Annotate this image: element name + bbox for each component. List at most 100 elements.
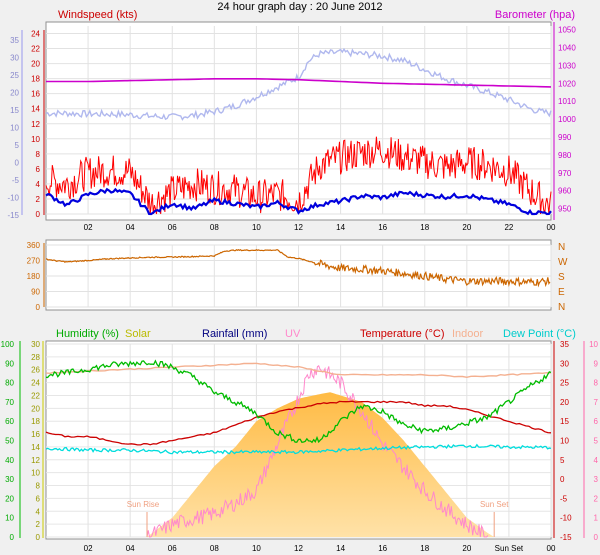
chart-title: 24 hour graph day : 20 June 2012 [217, 1, 382, 13]
x-tick-label: 16 [378, 223, 387, 232]
solar-tick-label: 4 [36, 507, 41, 516]
x-tick-label: 04 [126, 223, 135, 232]
windspeed-tick-label: 10 [31, 135, 40, 144]
windspeed-tick-label: 16 [31, 90, 40, 99]
x-tick-label: 04 [126, 544, 135, 553]
outer-scale-tick-label: 10 [10, 124, 19, 133]
uv-tick-label: 2 [594, 494, 599, 503]
legend-label: Humidity (%) [56, 328, 119, 340]
x-tick-label: 10 [252, 223, 261, 232]
x-tick-label: 20 [462, 223, 471, 232]
windspeed-tick-label: 0 [36, 210, 41, 219]
barometer-tick-label: 1010 [558, 97, 576, 106]
windspeed-tick-label: 14 [31, 105, 40, 114]
x-tick-label: 16 [378, 544, 387, 553]
solar-area [147, 392, 495, 537]
uv-line [146, 365, 489, 538]
windspeed-label: Windspeed (kts) [58, 9, 137, 21]
wind-direction-line [45, 248, 551, 288]
outer-scale-tick-label: -10 [7, 194, 19, 203]
dew-point-line [45, 443, 552, 455]
solar-tick-label: 0 [36, 533, 41, 542]
temperature-tick-label: 15 [560, 417, 569, 426]
wind-direction-series [45, 248, 551, 288]
solar-tick-label: 22 [31, 391, 40, 400]
outer-scale-tick-label: 25 [10, 71, 19, 80]
wind-average-line [45, 187, 552, 216]
solar-tick-label: 10 [31, 469, 40, 478]
barometer-tick-label: 950 [558, 205, 572, 214]
compass-tick-label: N [558, 242, 565, 253]
x-tick-label: 18 [420, 223, 429, 232]
x-tick-label: 08 [210, 544, 219, 553]
barometer-tick-label: 970 [558, 169, 572, 178]
indoor-temperature-line [45, 362, 552, 379]
sunrise-label: Sun Rise [127, 500, 160, 509]
temperature-line [45, 400, 552, 446]
solar-tick-label: 18 [31, 417, 40, 426]
uv-tick-label: 8 [594, 379, 599, 388]
humidity-tick-label: 30 [5, 475, 14, 484]
direction-tick-label: 270 [27, 257, 41, 266]
windspeed-tick-label: 20 [31, 60, 40, 69]
temperature-tick-label: 20 [560, 398, 569, 407]
x-tick-label: 06 [168, 544, 177, 553]
windspeed-tick-label: 18 [31, 75, 40, 84]
direction-tick-label: 180 [27, 272, 41, 281]
humidity-tick-label: 90 [5, 359, 14, 368]
x-tick-label: 06 [168, 223, 177, 232]
compass-tick-label: E [558, 287, 565, 298]
humidity-temp-legend: Humidity (%) Solar Rainfall (mm) UV Temperat… [56, 328, 576, 340]
temperature-tick-label: 30 [560, 359, 569, 368]
humidity-temp-tick-labels: 1009080706050403020100302826242220181614… [1, 340, 599, 553]
solar-tick-label: 26 [31, 366, 40, 375]
outer-scale-tick-label: -15 [7, 211, 19, 220]
x-tick-label: 02 [84, 544, 93, 553]
humidity-tick-label: 60 [5, 417, 14, 426]
outer-scale-tick-label: -5 [12, 176, 20, 185]
barometer-line [46, 78, 552, 88]
barometer-tick-label: 1000 [558, 115, 576, 124]
temperature-tick-label: -15 [560, 533, 572, 542]
outer-scale-tick-label: 5 [15, 141, 20, 150]
x-tick-label: 12 [294, 544, 303, 553]
wind-direction-gridlines [46, 244, 552, 308]
humidity-line [45, 359, 552, 444]
outer-scale-tick-label: 0 [15, 159, 20, 168]
barometer-tick-label: 960 [558, 187, 572, 196]
humidity-temp-series: Sun Rise Sun Set [45, 359, 552, 538]
x-tick-label: 08 [210, 223, 219, 232]
legend-label: Dew Point (°C) [503, 328, 576, 340]
temperature-tick-label: 35 [560, 340, 569, 349]
humidity-tick-label: 50 [5, 437, 14, 446]
x-tick-label: 20 [462, 544, 471, 553]
wind-baro-tick-labels: 24222018161412108642035302520151050-5-10… [7, 26, 576, 232]
uv-tick-label: 3 [594, 475, 599, 484]
uv-tick-label: 9 [594, 359, 599, 368]
barometer-tick-label: 990 [558, 133, 572, 142]
temperature-tick-label: -10 [560, 514, 572, 523]
direction-tick-label: 0 [36, 303, 41, 312]
legend-label: Solar [125, 328, 151, 340]
uv-tick-label: 4 [594, 456, 599, 465]
windspeed-tick-label: 8 [36, 150, 41, 159]
windspeed-tick-label: 2 [36, 195, 41, 204]
uv-tick-label: 0 [594, 533, 599, 542]
solar-tick-label: 2 [36, 520, 41, 529]
humidity-tick-label: 20 [5, 494, 14, 503]
solar-tick-label: 6 [36, 494, 41, 503]
x-tick-label: 02 [84, 223, 93, 232]
humidity-tick-label: 100 [1, 340, 15, 349]
x-tick-label: 22 [504, 223, 513, 232]
humidity-tick-label: 0 [10, 533, 15, 542]
windspeed-tick-label: 4 [36, 180, 41, 189]
x-tick-label: 00 [547, 544, 556, 553]
humidity-tick-label: 10 [5, 514, 14, 523]
humidity-tick-label: 80 [5, 379, 14, 388]
uv-tick-label: 7 [594, 398, 599, 407]
solar-tick-label: 12 [31, 456, 40, 465]
x-tick-label: 10 [252, 544, 261, 553]
direction-tick-label: 90 [31, 288, 40, 297]
